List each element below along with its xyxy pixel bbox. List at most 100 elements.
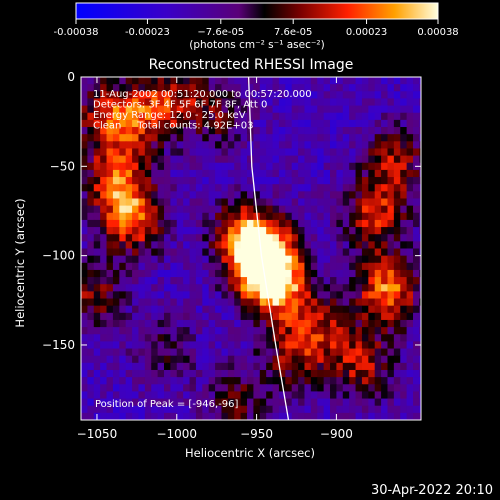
heatmap-cell <box>227 312 235 321</box>
heatmap-cell <box>310 148 318 157</box>
heatmap-cell <box>400 241 408 250</box>
heatmap-cell <box>170 284 178 292</box>
heatmap-cell <box>298 369 306 378</box>
heatmap-cell <box>304 377 312 385</box>
heatmap-cell <box>413 334 421 342</box>
heatmap-cell <box>393 248 401 257</box>
heatmap-cell <box>374 269 382 278</box>
heatmap-cell <box>208 391 216 400</box>
heatmap-cell <box>406 312 414 321</box>
heatmap-cell <box>400 191 408 200</box>
heatmap-cell <box>381 420 388 428</box>
heatmap-cell <box>336 291 344 300</box>
heatmap-cell <box>247 369 254 378</box>
heatmap-cell <box>144 141 152 150</box>
heatmap-cell <box>368 298 376 307</box>
heatmap-cell <box>183 184 191 192</box>
heatmap-cell <box>183 398 191 407</box>
heatmap-cell <box>227 305 235 314</box>
heatmap-cell <box>310 119 318 128</box>
heatmap-cell <box>355 412 363 420</box>
heatmap-cell <box>227 141 235 150</box>
heatmap-cell <box>342 262 350 271</box>
heatmap-cell <box>272 119 280 128</box>
heatmap-cell <box>189 169 197 178</box>
heatmap-cell <box>298 327 306 335</box>
heatmap-cell <box>387 369 395 378</box>
heatmap-cell <box>342 298 350 307</box>
heatmap-cell <box>259 284 267 292</box>
heatmap-cell <box>170 305 178 314</box>
heatmap-cell <box>112 105 120 114</box>
heatmap-cell <box>106 377 114 385</box>
heatmap-cell <box>387 420 394 428</box>
heatmap-cell <box>413 77 421 85</box>
heatmap-cell <box>93 141 101 150</box>
heatmap-cell <box>138 91 146 100</box>
heatmap-cell <box>413 412 421 420</box>
heatmap-cell <box>125 327 133 335</box>
heatmap-cell <box>259 162 267 171</box>
heatmap-cell <box>259 312 267 321</box>
heatmap-cell <box>144 205 152 214</box>
heatmap-cell <box>400 262 408 271</box>
heatmap-cell <box>304 348 312 357</box>
heatmap-cell <box>189 312 197 321</box>
heatmap-cell <box>419 348 421 357</box>
heatmap-cell <box>298 248 306 257</box>
heatmap-cell <box>400 134 408 142</box>
heatmap-cell <box>278 348 286 357</box>
heatmap-cell <box>112 241 120 250</box>
heatmap-cell <box>119 148 127 157</box>
heatmap-cell <box>342 284 350 292</box>
heatmap-cell <box>278 219 286 228</box>
heatmap-cell <box>132 127 140 135</box>
heatmap-cell <box>361 219 369 228</box>
heatmap-cell <box>361 134 369 142</box>
heatmap-cell <box>189 98 197 107</box>
heatmap-cell <box>272 184 280 192</box>
heatmap-cell <box>278 112 286 121</box>
heatmap-cell <box>106 212 114 221</box>
heatmap-cell <box>355 391 363 400</box>
heatmap-cell <box>247 198 254 207</box>
heatmap-cell <box>189 355 197 364</box>
heatmap-cell <box>374 305 382 314</box>
heatmap-cell <box>106 155 114 164</box>
heatmap-cell <box>215 141 223 150</box>
heatmap-cell <box>170 412 178 420</box>
heatmap-cell <box>119 255 127 264</box>
heatmap-cell <box>368 112 376 121</box>
heatmap-cell <box>138 219 146 228</box>
heatmap-cell <box>144 319 152 328</box>
heatmap-cell <box>87 119 95 128</box>
heatmap-cell <box>342 312 350 321</box>
heatmap-cell <box>413 398 421 407</box>
heatmap-cell <box>342 148 350 157</box>
heatmap-cell <box>195 155 203 164</box>
heatmap-cell <box>164 262 171 271</box>
heatmap-cell <box>291 234 299 242</box>
heatmap-cell <box>125 127 133 135</box>
heatmap-cell <box>323 327 331 335</box>
heatmap-cell <box>164 198 171 207</box>
heatmap-cell <box>387 262 395 271</box>
heatmap-cell <box>202 119 210 128</box>
heatmap-cell <box>393 255 401 264</box>
heatmap-cell <box>323 248 331 257</box>
heatmap-cell <box>106 248 114 257</box>
heatmap-cell <box>176 334 184 342</box>
heatmap-cell <box>119 262 127 271</box>
heatmap-cell <box>310 191 318 200</box>
heatmap-cell <box>285 112 293 121</box>
heatmap-cell <box>317 334 325 342</box>
heatmap-cell <box>170 134 178 142</box>
heatmap-cell <box>387 341 395 350</box>
heatmap-cell <box>170 77 178 85</box>
heatmap-cell <box>266 141 274 150</box>
heatmap-cell <box>164 77 171 85</box>
heatmap-cell <box>240 198 248 207</box>
heatmap-cell <box>221 162 229 171</box>
heatmap-cell <box>387 105 395 114</box>
heatmap-cell <box>189 84 197 92</box>
